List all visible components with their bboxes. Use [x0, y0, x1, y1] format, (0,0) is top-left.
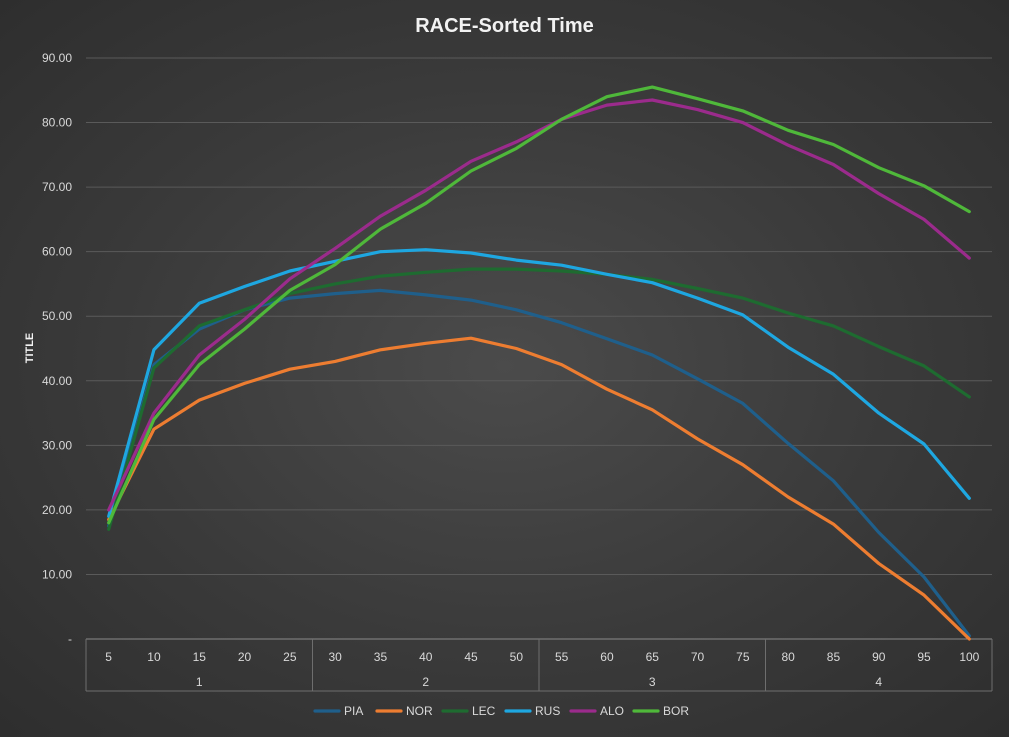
x-tick-label: 40	[419, 650, 433, 664]
y-axis-label: TITLE	[24, 333, 36, 364]
series-line-pia	[107, 288, 971, 638]
y-tick-label: 70.00	[42, 180, 72, 194]
x-tick-label: 85	[827, 650, 841, 664]
x-tick-label: 80	[781, 650, 795, 664]
legend-label-nor: NOR	[406, 704, 433, 718]
chart-title: RACE-Sorted Time	[415, 15, 594, 37]
y-axis-ticks: - 10.00 20.00 30.00 40.00 50.00 60.00 70.00 80.0…	[42, 51, 72, 646]
x-tick-label: 65	[646, 650, 660, 664]
x-tick-label: 70	[691, 650, 705, 664]
x-tick-label: 50	[510, 650, 524, 664]
legend-label-bor: BOR	[663, 704, 689, 718]
series-line-nor	[107, 336, 971, 641]
x-group-label: 4	[875, 675, 882, 689]
y-tick-label: 90.00	[42, 51, 72, 65]
legend-label-rus: RUS	[535, 704, 560, 718]
x-group-label: 3	[649, 675, 656, 689]
legend: PIA NOR LEC RUS ALO BOR	[313, 704, 689, 718]
x-tick-label: 45	[464, 650, 478, 664]
legend-label-pia: PIA	[344, 704, 363, 718]
x-tick-label: 10	[147, 650, 161, 664]
y-tick-label: 60.00	[42, 245, 72, 259]
x-tick-label: 15	[193, 650, 207, 664]
x-tick-label: 90	[872, 650, 886, 664]
x-tick-label: 100	[959, 650, 979, 664]
y-tick-label: 80.00	[42, 116, 72, 130]
y-tick-label: 30.00	[42, 438, 72, 452]
series-lines	[107, 85, 971, 641]
y-tick-label: 50.00	[42, 309, 72, 323]
x-tick-label: 55	[555, 650, 569, 664]
y-tick-label: -	[68, 632, 72, 646]
x-tick-label: 75	[736, 650, 750, 664]
x-axis: 5 10 15 20 25 30 35 40 45 50 55 60 65 70 75 80 85 90 95 100…	[85, 638, 993, 692]
series-line-bor	[107, 85, 971, 525]
y-tick-label: 20.00	[42, 503, 72, 517]
x-tick-label: 95	[917, 650, 931, 664]
x-group-label: 1	[196, 675, 203, 689]
y-tick-label: 40.00	[42, 374, 72, 388]
x-tick-label: 30	[328, 650, 342, 664]
x-tick-label: 5	[105, 650, 112, 664]
series-line-lec	[107, 267, 971, 531]
legend-label-lec: LEC	[472, 704, 496, 718]
legend-label-alo: ALO	[600, 704, 624, 718]
x-tick-label: 60	[600, 650, 614, 664]
series-line-alo	[107, 98, 971, 512]
x-tick-label: 25	[283, 650, 297, 664]
x-tick-label: 20	[238, 650, 252, 664]
x-group-label: 2	[422, 675, 429, 689]
x-tick-label: 35	[374, 650, 388, 664]
y-tick-label: 10.00	[42, 567, 72, 581]
series-line-rus	[107, 248, 971, 518]
